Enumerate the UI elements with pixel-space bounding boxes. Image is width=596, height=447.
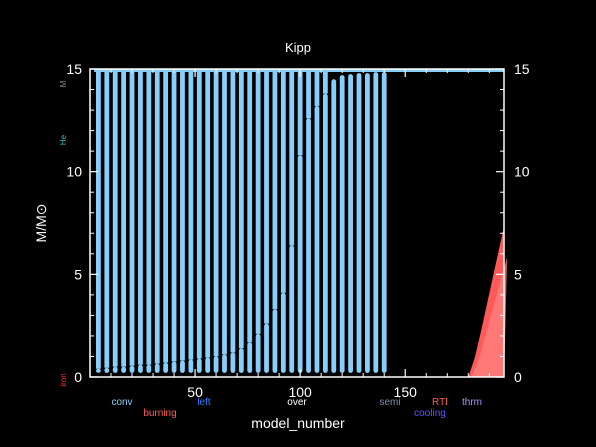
y-axis-label: M/M⊙ [33,204,49,243]
conv-bar [314,105,320,373]
conv-bar [121,366,127,373]
conv-bar [112,366,118,373]
legend-entry: over [287,397,307,408]
x-axis-label: model_number [251,415,345,431]
conv-bar [365,73,370,373]
conv-column [146,69,152,365]
conv-column [180,69,185,361]
conv-bar [255,333,261,373]
conv-bar [163,362,169,373]
conv-column [264,69,269,324]
conv-column [289,69,295,246]
conv-column [205,69,211,358]
conv-column [238,69,244,349]
legend-entry: conv [111,397,132,408]
conv-column [104,69,110,368]
plot-area [94,69,508,377]
conv-column [222,69,227,355]
conv-column [96,69,101,369]
conv-column [322,69,328,94]
conv-column [138,69,143,365]
conv-bar [373,72,379,373]
conv-bar [138,364,143,373]
conv-column [280,69,286,293]
side-label: He [59,134,68,145]
x-tick-label: 150 [394,384,418,400]
y-tick-label-left: 10 [66,164,82,180]
conv-column [112,69,118,367]
y-tick-label-left: 0 [74,369,82,385]
x-tick-label: 50 [187,384,203,400]
conv-bar [188,359,194,373]
conv-bar [196,358,202,373]
conv-column [188,69,194,360]
conv-bar [322,93,328,373]
conv-bar [205,357,211,373]
conv-bar [238,348,244,373]
conv-bar [297,155,303,373]
side-label: M [59,80,68,87]
legend-entry: cooling [414,408,446,419]
conv-column [247,69,253,343]
legend-entry: semi [379,397,400,408]
y-tick-label-right: 15 [514,61,530,77]
conv-bar [356,73,362,373]
side-labels: He iron M [59,80,68,386]
conv-column [196,69,202,359]
conv-bar [247,342,253,373]
conv-bar [331,79,337,373]
y-tick-label-left: 15 [66,61,82,77]
plot-frame [89,68,505,378]
conv-column [297,69,303,156]
axis-ticks: 0 0 5 5 10 10 15 15 50 100 150 [66,61,529,400]
conv-bar [180,360,185,373]
x-tick-label: 100 [288,384,312,400]
chart-title: Kipp [285,40,311,55]
conv-bar [348,74,353,373]
conv-bar [339,75,345,373]
y-tick-label-right: 10 [514,164,530,180]
conv-bar [289,245,295,373]
conv-bar [171,361,177,373]
conv-bar [146,364,152,373]
conv-bar [272,309,278,373]
conv-bar [129,365,135,373]
y-tick-label-right: 5 [514,266,522,282]
conv-column [121,69,127,367]
conv-bar [306,118,311,373]
legend-entry: RTI [432,397,448,408]
conv-column [306,69,311,119]
y-tick-label-right: 0 [514,369,522,385]
conv-bar [222,354,227,373]
conv-column [314,69,320,106]
conv-bar [213,356,219,373]
conv-bar [280,292,286,373]
conv-column [154,69,160,364]
side-label: iron [59,373,68,386]
conv-column [171,69,177,362]
conv-column [230,69,236,353]
conv-bar [264,323,269,373]
conv-column [213,69,219,357]
legend-entry: burning [143,408,176,419]
conv-bar [381,72,387,373]
conv-bar [154,363,160,373]
burning-region-inner [471,257,508,377]
conv-bar [230,352,236,373]
conv-bar [96,368,101,373]
conv-column [272,69,278,310]
conv-column [129,69,135,366]
y-tick-label-left: 5 [74,266,82,282]
legend-entry: thrm [462,397,482,408]
conv-column [255,69,261,334]
conv-column [163,69,169,363]
conv-bar [104,367,110,373]
legend-entry: left [197,397,211,408]
